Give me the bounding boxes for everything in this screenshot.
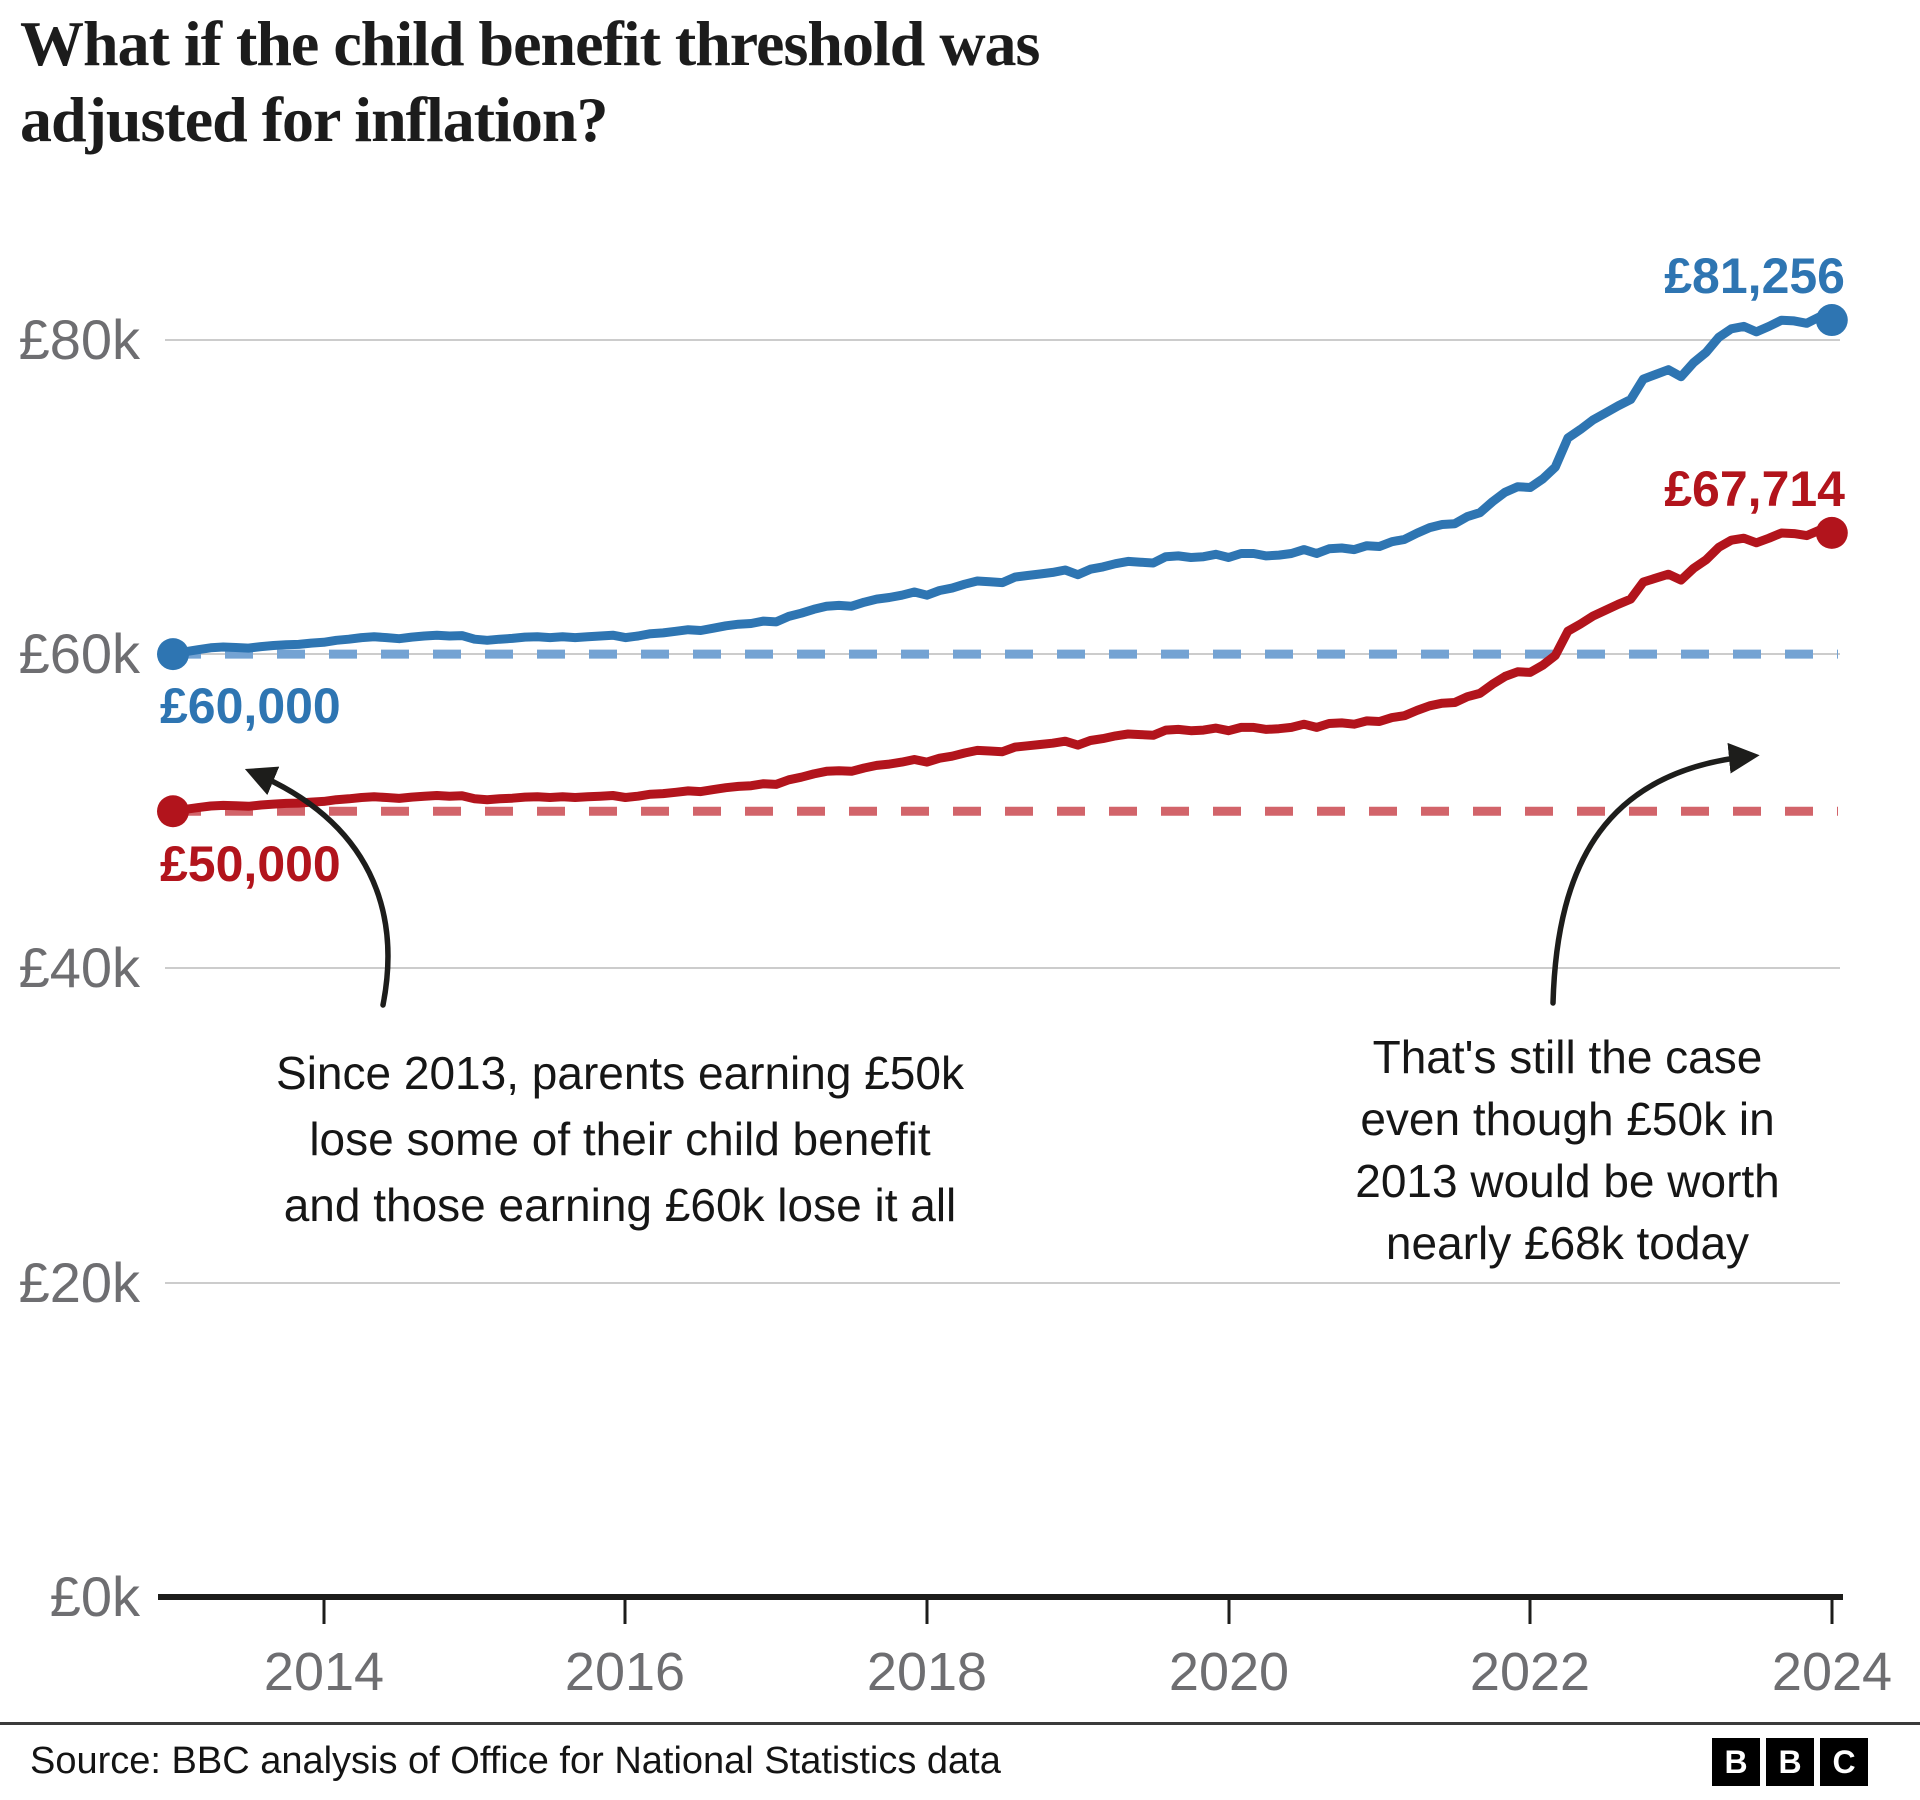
blue-end-value-label: £81,256 <box>1664 248 1845 304</box>
red-end-value-label: £67,714 <box>1664 461 1845 517</box>
y-tick-label-60k: £60k <box>18 622 140 685</box>
x-axis-ticks <box>322 1600 1834 1624</box>
y-tick-label-80k: £80k <box>18 308 140 371</box>
x-tick-label-2018: 2018 <box>866 1642 988 1702</box>
annotation-left: Since 2013, parents earning £50k lose so… <box>170 1040 1070 1238</box>
annotation-left-line3: and those earning £60k lose it all <box>283 1179 957 1231</box>
x-tick-label-2014: 2014 <box>263 1642 385 1702</box>
annotation-right-line1: That's still the case <box>1372 1031 1763 1083</box>
x-tick-label-2024: 2024 <box>1771 1642 1893 1702</box>
series-end-dot-red <box>1815 516 1848 549</box>
annotation-left-line1: Since 2013, parents earning £50k <box>276 1047 964 1099</box>
arrow-to-50k-line <box>244 766 391 1008</box>
bbc-logo-block-1: B <box>1712 1738 1760 1786</box>
x-tick-label-2022: 2022 <box>1469 1642 1591 1702</box>
footer-divider <box>0 1722 1920 1725</box>
annotation-left-line2: lose some of their child benefit <box>309 1113 931 1165</box>
annotation-right-line3: 2013 would be worth <box>1355 1155 1780 1207</box>
x-tick-label-2020: 2020 <box>1168 1642 1290 1702</box>
bbc-logo-block-2: B <box>1766 1738 1814 1786</box>
y-tick-label-20k: £20k <box>18 1251 140 1314</box>
annotation-right-line2: even though £50k in <box>1360 1093 1775 1145</box>
blue-start-value-label: £60,000 <box>160 678 341 734</box>
series-line-red <box>168 525 1837 816</box>
red-start-value-label: £50,000 <box>160 836 341 892</box>
y-tick-label-40k: £40k <box>18 936 140 999</box>
x-tick-label-2016: 2016 <box>564 1642 686 1702</box>
page-title-line2: adjusted for inflation? <box>20 84 608 155</box>
y-tick-label-0k: £0k <box>49 1565 140 1628</box>
page-title: What if the child benefit threshold was … <box>20 6 1660 158</box>
source-text: Source: BBC analysis of Office for Natio… <box>30 1740 1001 1782</box>
annotation-right: That's still the case even though £50k i… <box>1290 1026 1845 1274</box>
annotation-right-line4: nearly £68k today <box>1385 1217 1750 1269</box>
plot-area <box>157 304 1848 828</box>
arrow-to-60k-crossing <box>1550 742 1760 1006</box>
series-end-dot-blue <box>1815 304 1848 337</box>
series-start-dot-blue <box>157 638 189 671</box>
page-title-line1: What if the child benefit threshold was <box>20 8 1040 79</box>
bbc-logo-block-3: C <box>1820 1738 1868 1786</box>
series-start-dot-red <box>157 795 189 828</box>
series-line-blue <box>168 312 1837 659</box>
